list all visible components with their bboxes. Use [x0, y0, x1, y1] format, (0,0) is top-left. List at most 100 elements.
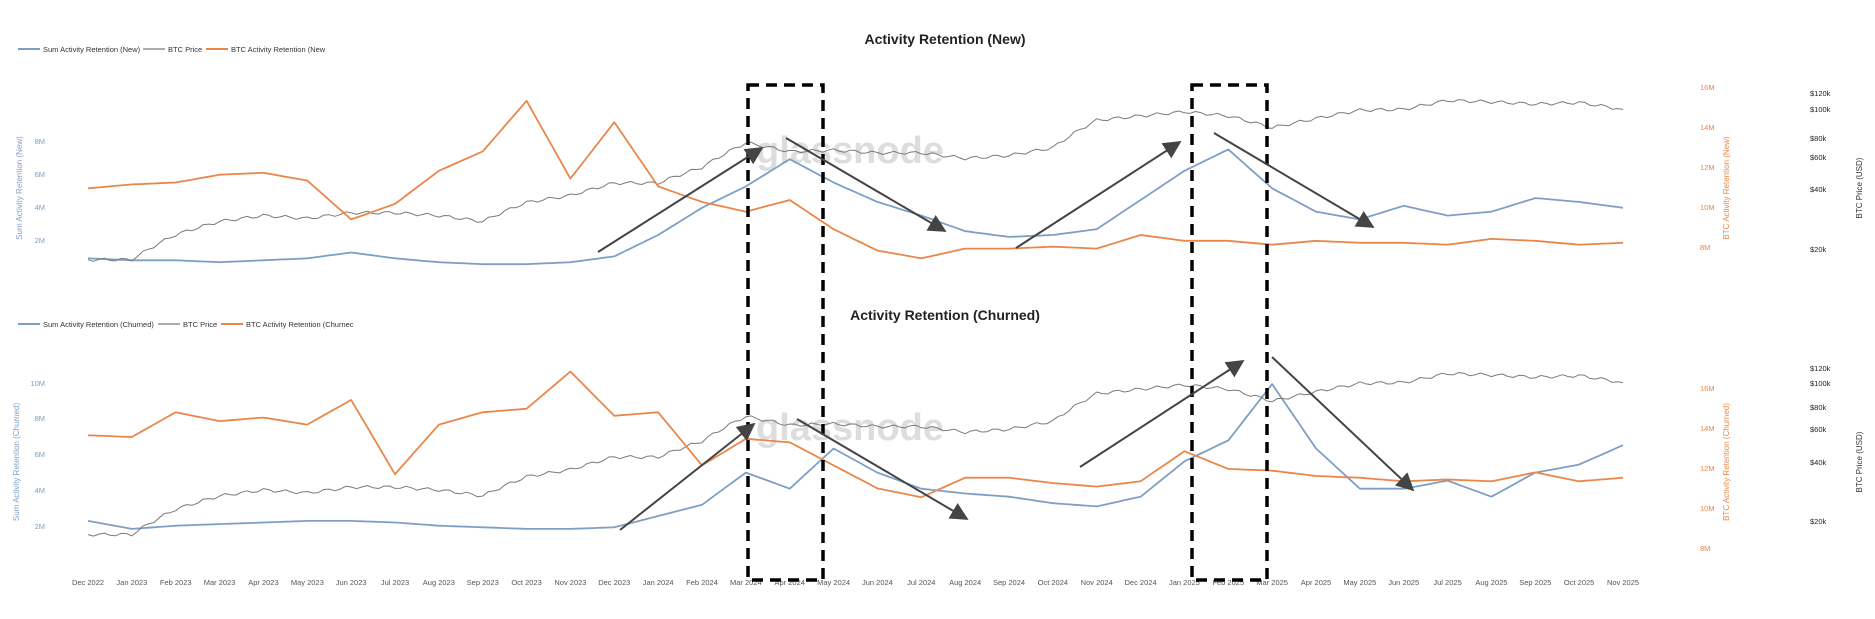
x-tick-label: Apr 2023 — [248, 578, 278, 587]
x-tick-label: May 2025 — [1343, 578, 1376, 587]
legend-item-sum-churned: Sum Activity Retention (Churned) — [43, 320, 154, 329]
x-tick-label: Dec 2024 — [1125, 578, 1157, 587]
price-tick-label: $60k — [1810, 425, 1827, 434]
x-tick-label: Apr 2025 — [1301, 578, 1331, 587]
x-tick-label: Apr 2024 — [774, 578, 804, 587]
x-tick-label: Mar 2024 — [730, 578, 762, 587]
price-tick-label: $60k — [1810, 153, 1827, 162]
right-tick-label: 12M — [1700, 163, 1715, 172]
x-tick-label: Feb 2023 — [160, 578, 192, 587]
left-axis-ticks-churned: 2M 4M 6M 8M 10M — [30, 379, 45, 531]
right-tick-label: 10M — [1700, 203, 1715, 212]
price-tick-label: $100k — [1810, 105, 1831, 114]
right-axis-label-churned: BTC Activity Retention (Churned) — [1722, 403, 1731, 521]
x-tick-label: Feb 2024 — [686, 578, 718, 587]
x-tick-label: Sep 2025 — [1519, 578, 1551, 587]
x-tick-label: Nov 2024 — [1081, 578, 1113, 587]
arrow-icon — [785, 137, 947, 232]
left-tick-label: 4M — [35, 203, 45, 212]
price-axis-ticks-new: $20k $40k $60k $80k $100k $120k — [1810, 89, 1831, 254]
legend-churned: Sum Activity Retention (Churned) BTC Pri… — [18, 320, 354, 329]
price-tick-label: $40k — [1810, 185, 1827, 194]
x-tick-label: Jun 2024 — [862, 578, 893, 587]
x-tick-label: Jun 2023 — [336, 578, 367, 587]
series-line-btc-retention — [87, 99, 1624, 260]
right-tick-label: 16M — [1700, 384, 1715, 393]
arrow-icon — [1271, 356, 1415, 492]
right-tick-label: 10M — [1700, 504, 1715, 513]
x-tick-label: May 2023 — [291, 578, 324, 587]
x-tick-label: Sep 2024 — [993, 578, 1025, 587]
arrow-icon — [619, 422, 756, 531]
right-axis-ticks-new: 8M 10M 12M 14M 16M — [1700, 83, 1715, 252]
left-tick-label: 10M — [30, 379, 45, 388]
arrow-icon — [796, 418, 969, 520]
x-tick-label: Mar 2025 — [1256, 578, 1288, 587]
price-axis-label-churned: BTC Price (USD) — [1855, 431, 1864, 492]
price-axis-ticks-churned: $20k $40k $60k $80k $100k $120k — [1810, 364, 1831, 526]
right-axis-label-new: BTC Activity Retention (New) — [1722, 136, 1731, 239]
price-tick-label: $120k — [1810, 364, 1831, 373]
x-tick-label: Jan 2024 — [643, 578, 674, 587]
left-tick-label: 6M — [35, 450, 45, 459]
highlight-boxes — [746, 83, 1269, 582]
x-tick-label: Jan 2023 — [116, 578, 147, 587]
price-tick-label: $100k — [1810, 379, 1831, 388]
right-tick-label: 8M — [1700, 243, 1710, 252]
series-group-churned — [87, 370, 1624, 537]
price-tick-label: $20k — [1810, 517, 1827, 526]
x-tick-label: Dec 2023 — [598, 578, 630, 587]
arrow-icon — [1079, 360, 1245, 468]
x-tick-label: Jun 2025 — [1388, 578, 1419, 587]
price-tick-label: $80k — [1810, 403, 1827, 412]
x-tick-label: Aug 2025 — [1475, 578, 1507, 587]
x-tick-label: Mar 2023 — [204, 578, 236, 587]
x-axis-labels: Dec 2022 Jan 2023 Feb 2023 Mar 2023 Apr 2023… — [72, 578, 1639, 587]
x-tick-label: Nov 2023 — [554, 578, 586, 587]
x-tick-label: Jul 2023 — [381, 578, 409, 587]
left-tick-label: 6M — [35, 170, 45, 179]
right-tick-label: 12M — [1700, 464, 1715, 473]
price-tick-label: $80k — [1810, 134, 1827, 143]
x-tick-label: Jan 2025 — [1169, 578, 1200, 587]
x-tick-label: Aug 2024 — [949, 578, 981, 587]
x-tick-label: Feb 2025 — [1212, 578, 1244, 587]
panel-churned: Activity Retention (Churned) Sum Activit… — [12, 307, 1864, 553]
price-tick-label: $40k — [1810, 458, 1827, 467]
x-tick-label: May 2024 — [817, 578, 850, 587]
right-tick-label: 8M — [1700, 544, 1710, 553]
legend-item-sum-new: Sum Activity Retention (New) — [43, 45, 141, 54]
left-axis-label-churned: Sum Activity Retention (Churned) — [12, 403, 21, 522]
left-tick-label: 4M — [35, 486, 45, 495]
legend-item-btc-price: BTC Price — [183, 320, 217, 329]
arrow-icon — [1213, 132, 1375, 228]
x-tick-label: Oct 2023 — [511, 578, 541, 587]
price-tick-label: $120k — [1810, 89, 1831, 98]
left-tick-label: 2M — [35, 236, 45, 245]
series-line-btc-retention — [87, 370, 1624, 499]
price-axis-label-new: BTC Price (USD) — [1855, 157, 1864, 218]
chart-title-new: Activity Retention (New) — [864, 31, 1025, 47]
legend-item-btc-price: BTC Price — [168, 45, 202, 54]
right-axis-ticks-churned: 8M 10M 12M 14M 16M — [1700, 384, 1715, 553]
left-tick-label: 8M — [35, 414, 45, 423]
panel-new: Activity Retention (New) Sum Activity Re… — [15, 31, 1864, 266]
highlight-box-jan-feb-2025 — [1190, 83, 1269, 582]
x-tick-label: Jul 2024 — [907, 578, 935, 587]
right-tick-label: 16M — [1700, 83, 1715, 92]
x-tick-label: Jul 2025 — [1433, 578, 1461, 587]
left-tick-label: 8M — [35, 137, 45, 146]
x-tick-label: Aug 2023 — [423, 578, 455, 587]
x-tick-label: Nov 2025 — [1607, 578, 1639, 587]
legend-item-btc-new: BTC Activity Retention (New — [231, 45, 326, 54]
series-line-btc-price — [87, 99, 1624, 262]
left-axis-ticks-new: 2M 4M 6M 8M — [35, 137, 45, 245]
series-group-new — [87, 99, 1624, 266]
price-tick-label: $20k — [1810, 245, 1827, 254]
trend-arrows — [597, 132, 1415, 531]
legend-new: Sum Activity Retention (New) BTC Price B… — [18, 45, 326, 54]
left-tick-label: 2M — [35, 522, 45, 531]
arrow-icon — [597, 147, 764, 253]
x-tick-label: Oct 2025 — [1564, 578, 1594, 587]
